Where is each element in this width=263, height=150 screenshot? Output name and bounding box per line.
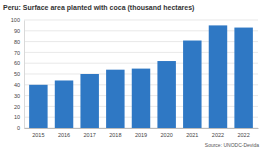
x-tick-label: 2016 [58, 132, 70, 138]
bar [183, 41, 201, 128]
bar [80, 74, 98, 128]
y-tick-label: 20 [14, 104, 20, 110]
chart: Peru: Surface area planted with coca (th… [0, 0, 263, 150]
x-axis: 2015 2016 2017 2018 2019 2020 2021 2022 2022 [25, 128, 259, 138]
x-tick-label: 2022 [212, 132, 224, 138]
title: Peru: Surface area planted with coca (th… [3, 4, 194, 12]
bar [29, 85, 47, 128]
bar [132, 69, 150, 128]
y-tick-label: 0 [17, 125, 20, 131]
x-tick-label: 2017 [84, 132, 96, 138]
y-tick: 80 [14, 39, 24, 45]
x-tick: 2020 [161, 128, 173, 138]
x-tick: 2017 [84, 128, 96, 138]
x-tick-label: 2018 [109, 132, 121, 138]
source: Source: UNODC-Devida [205, 142, 259, 148]
x-tick: 2016 [58, 128, 70, 138]
bar [55, 80, 73, 128]
bar [209, 25, 227, 128]
y-tick-label: 10 [14, 114, 20, 120]
x-axis-line [25, 128, 259, 129]
y-tick: 20 [14, 104, 24, 110]
x-tick: 2018 [109, 128, 121, 138]
y-tick: 60 [14, 60, 24, 66]
x-tick: 2019 [135, 128, 147, 138]
y-tick: 50 [14, 71, 24, 77]
y-tick: 10 [14, 114, 24, 120]
y-tick-label: 40 [14, 82, 20, 88]
grid-line [24, 20, 258, 21]
y-tick-label: 100 [11, 17, 20, 23]
y-tick: 70 [14, 50, 24, 56]
y-tick-label: 70 [14, 50, 20, 56]
y-tick-label: 80 [14, 39, 20, 45]
x-tick-label: 2019 [135, 132, 147, 138]
x-tick-label: 2015 [32, 132, 44, 138]
x-tick: 2022 [212, 128, 224, 138]
bars [29, 25, 253, 128]
y-tick-label: 50 [14, 71, 20, 77]
y-tick: 30 [14, 93, 24, 99]
x-tick-label: 2020 [161, 132, 173, 138]
y-tick: 90 [14, 28, 24, 34]
bar [106, 70, 124, 128]
plot: 0102030405060708090100201520162017201820… [11, 17, 259, 138]
x-tick: 2015 [32, 128, 44, 138]
y-tick: 0 [17, 125, 24, 131]
y-tick: 100 [11, 17, 24, 23]
grid [24, 20, 258, 128]
y-tick-label: 90 [14, 28, 20, 34]
x-tick-label: 2022 [238, 132, 250, 138]
bar [234, 28, 252, 128]
y-tick-label: 30 [14, 93, 20, 99]
x-tick-label: 2021 [186, 132, 198, 138]
bar [157, 61, 175, 128]
y-tick-label: 60 [14, 60, 20, 66]
y-axis-line [24, 21, 25, 129]
y-tick: 40 [14, 82, 24, 88]
x-tick: 2021 [186, 128, 198, 138]
x-tick: 2022 [238, 128, 250, 138]
y-axis: 0 10 20 30 40 50 60 70 80 90 100 [11, 17, 25, 131]
